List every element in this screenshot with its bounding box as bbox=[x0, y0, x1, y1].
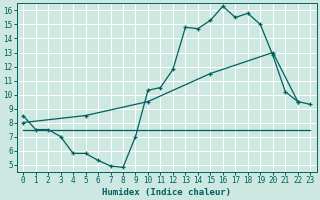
X-axis label: Humidex (Indice chaleur): Humidex (Indice chaleur) bbox=[102, 188, 231, 197]
